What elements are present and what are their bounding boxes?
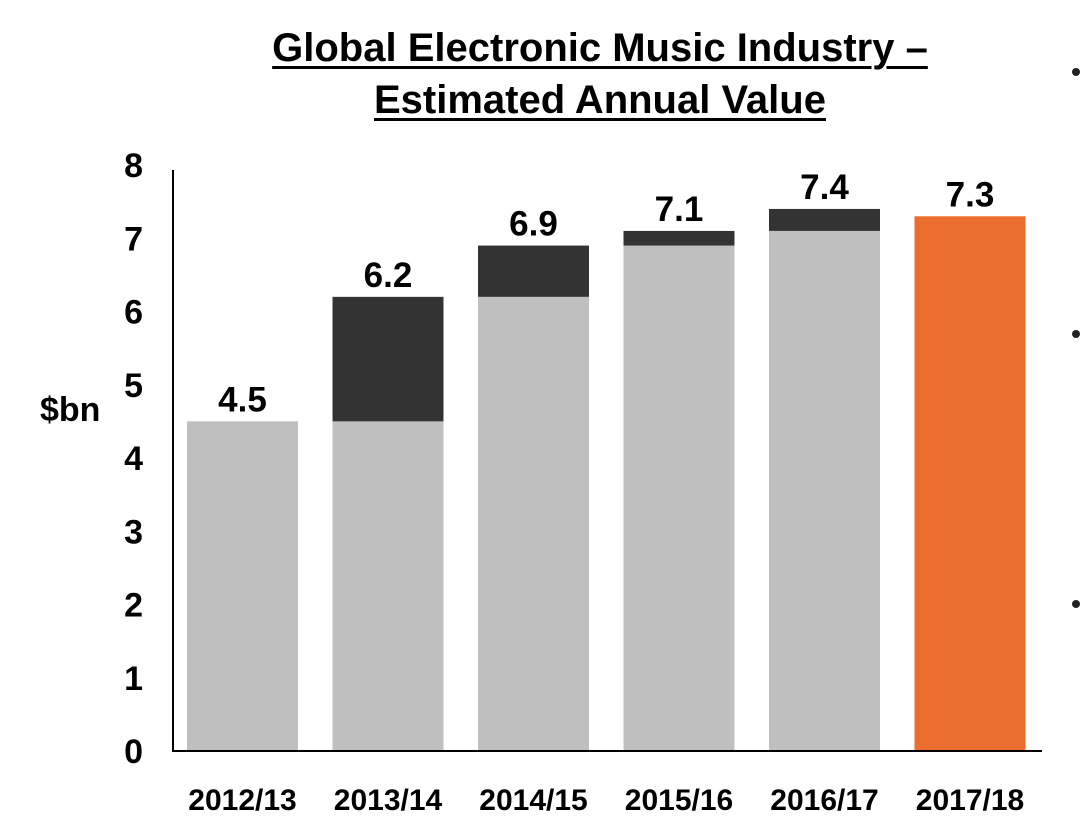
data-label: 6.2 bbox=[364, 256, 413, 295]
x-tick-label: 2016/17 bbox=[770, 784, 878, 817]
bar-base bbox=[769, 230, 880, 752]
bar-highlight bbox=[914, 216, 1026, 751]
bullet-marker bbox=[1072, 330, 1080, 338]
data-label: 7.1 bbox=[655, 190, 704, 229]
y-tick-label: 6 bbox=[124, 294, 143, 332]
chart-title: Global Electronic Music Industry – Estim… bbox=[150, 22, 1050, 126]
bar-growth bbox=[478, 245, 589, 297]
y-axis-label: $bn bbox=[40, 391, 100, 429]
y-tick-label: 8 bbox=[124, 147, 143, 185]
data-label: 6.9 bbox=[509, 205, 558, 244]
chart-title-line-1: Global Electronic Music Industry – bbox=[272, 26, 928, 70]
x-tick-label: 2017/18 bbox=[916, 784, 1024, 817]
bullet-marker bbox=[1072, 68, 1080, 76]
y-tick-label: 5 bbox=[124, 367, 143, 405]
bar-growth bbox=[332, 296, 444, 422]
bar-base bbox=[623, 245, 735, 751]
bar-base bbox=[478, 296, 589, 751]
y-tick-label: 7 bbox=[124, 220, 143, 258]
bar-growth bbox=[623, 230, 735, 246]
data-label: 7.4 bbox=[800, 168, 849, 207]
y-tick-label: 0 bbox=[124, 733, 143, 771]
x-tick-label: 2015/16 bbox=[625, 784, 733, 817]
bar-base bbox=[332, 421, 444, 751]
y-tick-label: 1 bbox=[124, 660, 143, 698]
y-tick-label: 3 bbox=[124, 513, 143, 551]
data-label: 4.5 bbox=[218, 380, 267, 419]
x-tick-label: 2012/13 bbox=[188, 784, 296, 817]
chart-title-line-2: Estimated Annual Value bbox=[374, 78, 826, 122]
x-tick-label: 2013/14 bbox=[334, 784, 443, 817]
y-tick-label: 2 bbox=[124, 587, 143, 625]
y-tick-label: 4 bbox=[124, 440, 143, 478]
bar-base bbox=[187, 421, 298, 751]
bar-growth bbox=[769, 208, 880, 231]
bullet-marker bbox=[1072, 600, 1080, 608]
x-tick-label: 2014/15 bbox=[479, 784, 587, 817]
data-label: 7.3 bbox=[946, 175, 995, 214]
